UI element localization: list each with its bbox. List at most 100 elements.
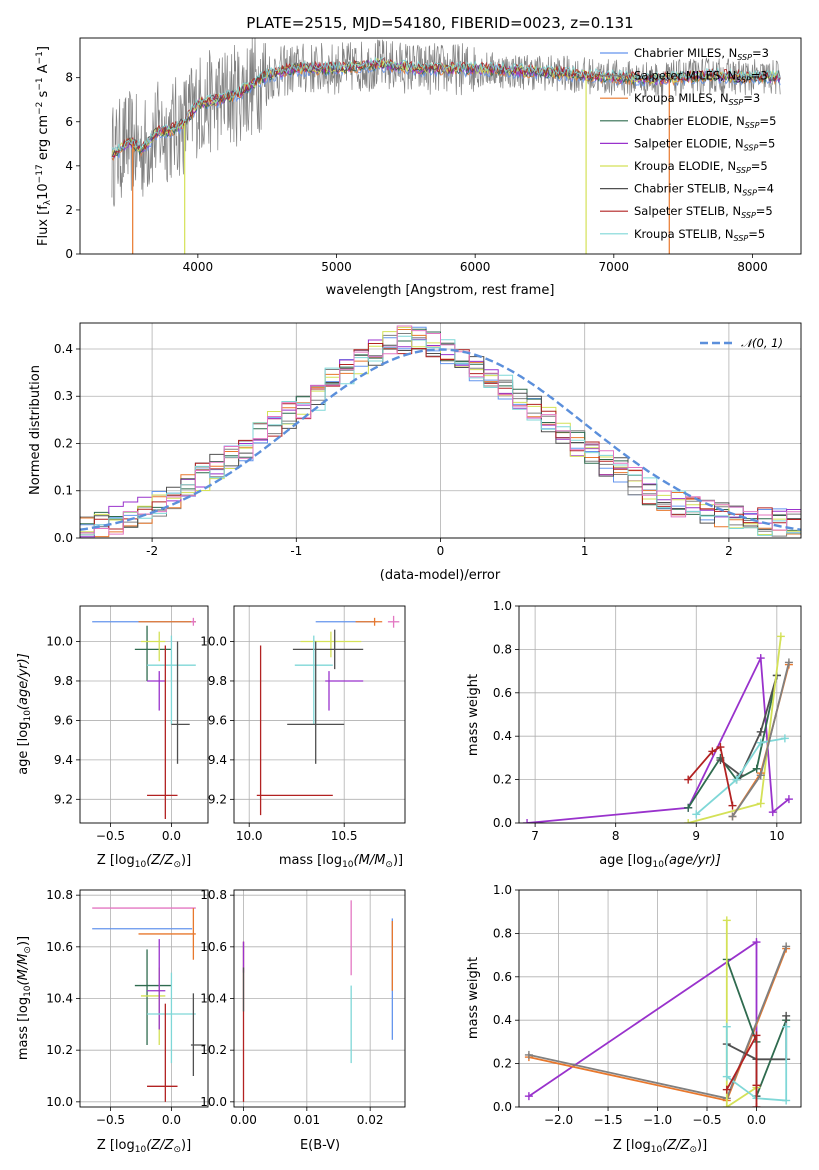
- residuals-panel: (data-model)/error Normed distribution -…: [28, 322, 802, 583]
- mw-age-marker: [708, 747, 717, 756]
- spectrum-legend-val: =5: [760, 114, 777, 128]
- age-z-xlabel: Z [log10(Z/Z⊙)]: [97, 853, 191, 870]
- mass-z-ylabel-part: 10: [23, 985, 33, 997]
- mw-z-ytick-label: 0.8: [493, 926, 512, 940]
- mass-ebv-grid: [234, 890, 405, 1107]
- mw-z-xtick-label: −2.0: [544, 1113, 573, 1127]
- age-mass-ticks: 10.0 10.5 9.2 9.4 9.6 9.8 10.0: [200, 635, 357, 843]
- spectrum-legend-sub: SSP: [744, 143, 759, 152]
- spectrum-ytick-label: 2: [65, 203, 73, 217]
- spectrum-legend-entry: Chabrier STELIB, NSSP=4: [634, 182, 774, 198]
- mw-z-marker: [752, 938, 761, 947]
- age-z-errorbar: [190, 617, 196, 626]
- mass-z-errorbar: [147, 972, 196, 1064]
- age-z-errorbar: [140, 631, 166, 662]
- massweight-vs-z-panel: Z [log10(Z/Z⊙)] mass weight −2.0 −1.5 −1.0…: [466, 883, 802, 1155]
- spectrum-xtick-label: 5000: [321, 260, 352, 274]
- age-mass-xlabel-part: (M/M: [354, 853, 386, 868]
- mw-z-xlabel: Z [log10(Z/Z⊙)]: [613, 1138, 707, 1155]
- age-mass-xlabel: mass [log10(M/M⊙)]: [279, 853, 403, 870]
- spectrum-legend-name: Kroupa MILES, N: [634, 91, 729, 105]
- mw-age-marker: [780, 734, 789, 743]
- mass-z-ylabel: mass [log10(M/M⊙)]: [16, 936, 33, 1060]
- residuals-xtick-label: 0: [437, 544, 445, 558]
- mw-age-xlabel-part: age [log: [599, 853, 652, 868]
- mass-z-xlabel-part: 10: [135, 1145, 147, 1155]
- spectrum-title: PLATE=2515, MJD=54180, FIBERID=0023, z=0…: [246, 14, 633, 32]
- spectrum-xtick-label: 6000: [460, 260, 491, 274]
- spectrum-legend-val: =5: [748, 227, 765, 241]
- age-z-ytick-label: 9.4: [54, 753, 73, 767]
- mw-z-xlabel-part: 10: [651, 1145, 663, 1155]
- spectrum-legend-name: Chabrier MILES, N: [634, 46, 737, 60]
- mw-z-marker: [722, 1085, 731, 1094]
- spectrum-legend-entry: Salpeter MILES, NSSP=3: [634, 69, 768, 85]
- spectrum-legend-name: Salpeter STELIB, N: [634, 204, 741, 218]
- mw-z-series-line: [726, 1034, 758, 1107]
- spectrum-legend-name: Kroupa STELIB, N: [634, 227, 734, 241]
- spectrum-ylabel-part: −2: [35, 102, 45, 115]
- spectrum-legend-name: Chabrier STELIB, N: [634, 182, 742, 196]
- mass-z-ylabel-part: )]: [16, 936, 31, 946]
- mass-ebv-ytick-label: 10.8: [200, 888, 227, 902]
- mw-z-xtick-label: −1.0: [643, 1113, 672, 1127]
- mw-z-ytick-label: 0.6: [493, 970, 512, 984]
- age-mass-xlabel-part: ⊙: [385, 860, 393, 870]
- spectrum-legend-val: =3: [743, 91, 760, 105]
- mw-z-xlabel-part: )]: [697, 1138, 707, 1153]
- mw-age-marker: [523, 819, 532, 823]
- mw-age-ylabel: mass weight: [466, 674, 481, 756]
- residuals-xtick-label: -2: [146, 544, 158, 558]
- age-z-errorbar: [147, 635, 196, 725]
- mw-age-marker: [728, 801, 737, 810]
- age-z-frame: [79, 605, 209, 824]
- residuals-histogram-step: [80, 325, 801, 535]
- spectrum-ytick-label: 0: [65, 247, 73, 261]
- mw-age-ytick-label: 0.2: [493, 773, 512, 787]
- mw-z-marker: [722, 1103, 731, 1107]
- age-z-errorbar: [147, 645, 178, 820]
- mass-z-errorbar: [147, 1003, 178, 1102]
- residuals-frame: [79, 322, 802, 539]
- mass-ebv-ytick-label: 10.2: [200, 1043, 227, 1057]
- age-z-ylabel-part: age [log: [16, 722, 31, 775]
- mass-z-ytick-label: 10.4: [46, 992, 73, 1006]
- residuals-legend-entry: 𝒩(0, 1): [741, 336, 783, 350]
- spectrum-ylabel-part: s: [36, 90, 51, 101]
- spectrum-ticks: 4000 5000 6000 7000 8000 0 2 4 6 8: [65, 71, 767, 274]
- mw-z-marker: [782, 1022, 791, 1031]
- mw-age-marker: [756, 738, 765, 747]
- spectrum-ylabel: Flux [fλ10−17 erg cm−2 s−1 A−1]: [35, 46, 53, 246]
- age-mass-xtick-label: 10.0: [236, 829, 263, 843]
- mw-z-xlabel-part: ⊙: [689, 1145, 697, 1155]
- mass-ebv-plot: [242, 900, 393, 1102]
- age-mass-errorbar: [355, 617, 383, 626]
- mass-z-ytick-label: 10.8: [46, 888, 73, 902]
- spectrum-ylabel-part: −1: [35, 51, 45, 64]
- age-z-xtick-label: 0.0: [162, 829, 181, 843]
- mass-z-grid: [80, 890, 208, 1107]
- mw-z-ytick-label: 0.4: [493, 1013, 512, 1027]
- mass-z-frame: [79, 889, 209, 1108]
- mass-ebv-xlabel: E(B-V): [300, 1138, 340, 1153]
- age-z-plot: [92, 617, 196, 820]
- mass-ebv-frame: [233, 889, 406, 1108]
- age-mass-ytick-label: 9.4: [208, 753, 227, 767]
- age-z-ytick-label: 10.0: [46, 635, 73, 649]
- spectrum-legend-entry: Chabrier ELODIE, NSSP=5: [634, 114, 776, 130]
- residuals-ytick-label: 0.2: [54, 436, 73, 450]
- mw-age-xtick-label: 10: [769, 829, 784, 843]
- mw-age-xtick-label: 8: [612, 829, 620, 843]
- spectrum-legend-val: =5: [756, 204, 773, 218]
- mw-z-xtick-label: −1.5: [593, 1113, 622, 1127]
- age-mass-ytick-label: 10.0: [200, 635, 227, 649]
- mw-z-marker: [752, 1031, 761, 1040]
- residuals-ticks: -2 -1 0 1 2 0.0 0.1 0.2 0.3 0.4: [54, 342, 733, 558]
- mw-age-marker: [732, 775, 741, 784]
- spectrum-xtick-label: 7000: [599, 260, 630, 274]
- age-mass-errorbar: [256, 645, 333, 816]
- mw-z-plot: [524, 916, 791, 1107]
- mw-age-marker: [728, 812, 737, 821]
- mass-ebv-xtick-label: 0.00: [230, 1113, 257, 1127]
